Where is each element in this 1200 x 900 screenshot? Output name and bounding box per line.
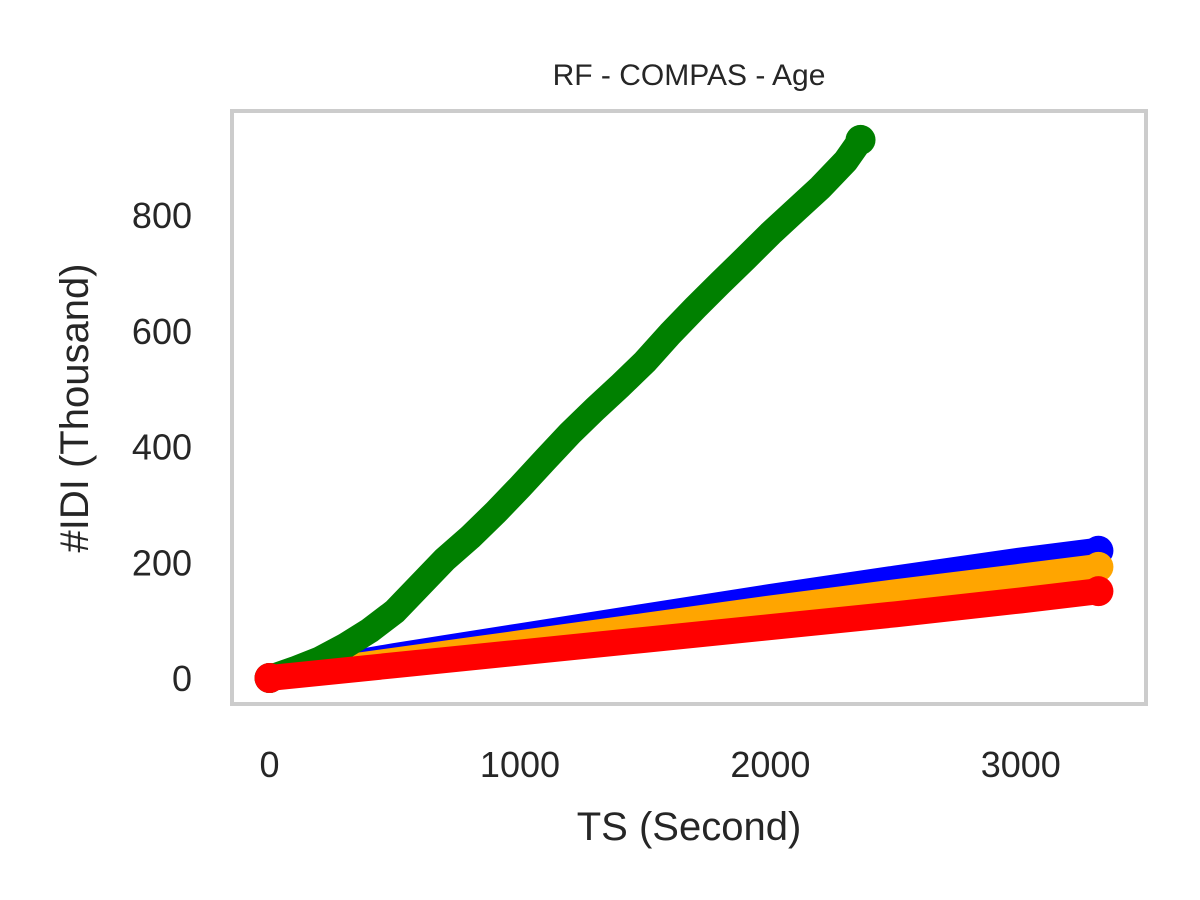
y-tick-label: 800 xyxy=(132,195,192,236)
y-tick-label: 600 xyxy=(132,311,192,352)
y-tick-label: 0 xyxy=(172,658,192,699)
series-line xyxy=(256,126,874,691)
axes-frame xyxy=(230,109,1148,706)
chart-title: RF - COMPAS - Age xyxy=(553,59,826,92)
series-4 xyxy=(254,576,1114,693)
series-line xyxy=(256,578,1112,691)
x-axis-label: TS (Second) xyxy=(577,805,802,849)
x-tick-label: 2000 xyxy=(730,744,810,785)
series-end-marker xyxy=(1083,576,1114,607)
x-axis-ticks: 0 1000 2000 3000 xyxy=(260,744,1061,785)
x-tick-label: 0 xyxy=(260,744,280,785)
plot-area xyxy=(254,124,1114,693)
y-tick-label: 400 xyxy=(132,427,192,468)
x-tick-label: 1000 xyxy=(480,744,560,785)
series-end-marker xyxy=(845,124,876,155)
x-tick-label: 3000 xyxy=(981,744,1061,785)
series-end-marker xyxy=(1083,551,1114,582)
y-tick-label: 200 xyxy=(132,542,192,583)
y-axis-label: #IDI (Thousand) xyxy=(53,263,97,552)
y-axis-ticks: 0 200 400 600 800 xyxy=(132,195,192,699)
series-start-marker xyxy=(254,662,285,693)
